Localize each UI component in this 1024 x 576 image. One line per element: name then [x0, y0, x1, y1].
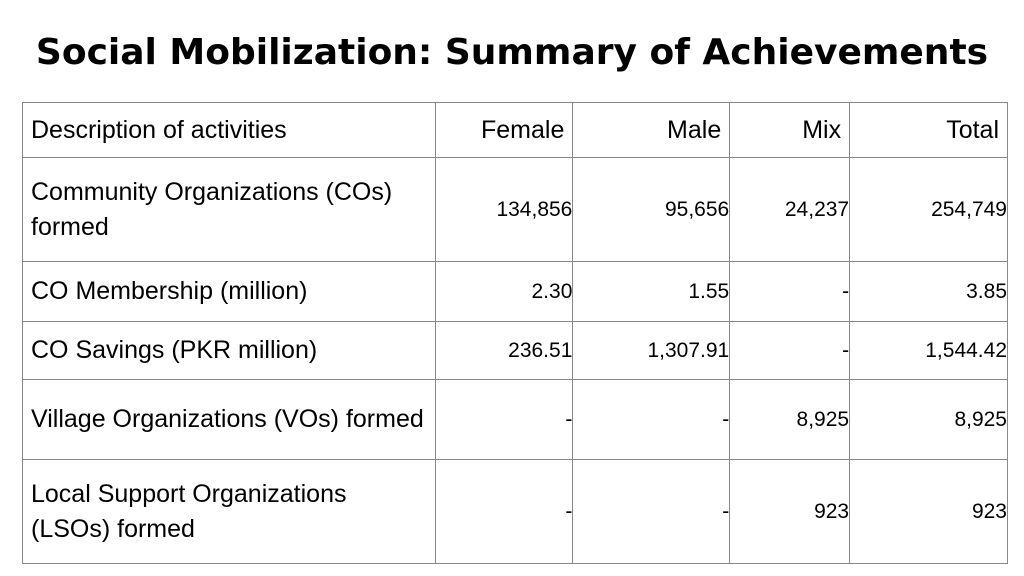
- table-row: Local Support Organizations (LSOs) forme…: [21, 459, 1008, 564]
- cell: 923: [849, 459, 1008, 564]
- cell: -: [435, 459, 574, 564]
- cell: 2.30: [435, 261, 574, 322]
- column-header: Description of activities: [21, 102, 437, 158]
- table-row: CO Membership (million) 2.30 1.55-3.85: [21, 261, 1008, 322]
- cell: 1,307.91: [572, 321, 731, 380]
- cell: 134,856: [435, 157, 574, 262]
- cell: -: [729, 261, 851, 322]
- row-label: Village Organizations (VOs) formed: [21, 379, 437, 460]
- cell: 1.55: [572, 261, 731, 322]
- table-body: Community Organizations (COs) formed 134,…: [21, 157, 1008, 564]
- achievements-table: Description of activities Female Male Mix To…: [21, 102, 1008, 564]
- cell: 3.85: [849, 261, 1008, 322]
- cell: -: [435, 379, 574, 460]
- row-label: CO Membership (million): [21, 261, 437, 322]
- cell: -: [572, 459, 731, 564]
- cell: -: [729, 321, 851, 380]
- column-header: Female: [435, 102, 574, 158]
- cell: 8,925: [729, 379, 851, 460]
- table-row: Community Organizations (COs) formed 134,…: [21, 157, 1008, 262]
- title: Social Mobilization: Summary of Achievem…: [35, 32, 989, 73]
- column-header: Male: [572, 102, 731, 158]
- cell: 254,749: [849, 157, 1008, 262]
- cell: 923: [729, 459, 851, 564]
- row-label: Local Support Organizations (LSOs) forme…: [21, 459, 437, 564]
- cell: 24,237: [729, 157, 851, 262]
- column-header: Total: [849, 102, 1008, 158]
- column-header: Mix: [729, 102, 851, 158]
- row-label: Community Organizations (COs) formed: [21, 157, 437, 262]
- table-row: CO Savings (PKR million) 236.51 1,307.91-1…: [21, 321, 1008, 380]
- cell: 236.51: [435, 321, 574, 380]
- cell: 8,925: [849, 379, 1008, 460]
- header-row: Description of activities Female Male Mix To…: [21, 102, 1008, 158]
- cell: -: [572, 379, 731, 460]
- table-row: Village Organizations (VOs) formed - -8,92…: [21, 379, 1008, 460]
- cell: 95,656: [572, 157, 731, 262]
- row-label: CO Savings (PKR million): [21, 321, 437, 380]
- cell: 1,544.42: [849, 321, 1008, 380]
